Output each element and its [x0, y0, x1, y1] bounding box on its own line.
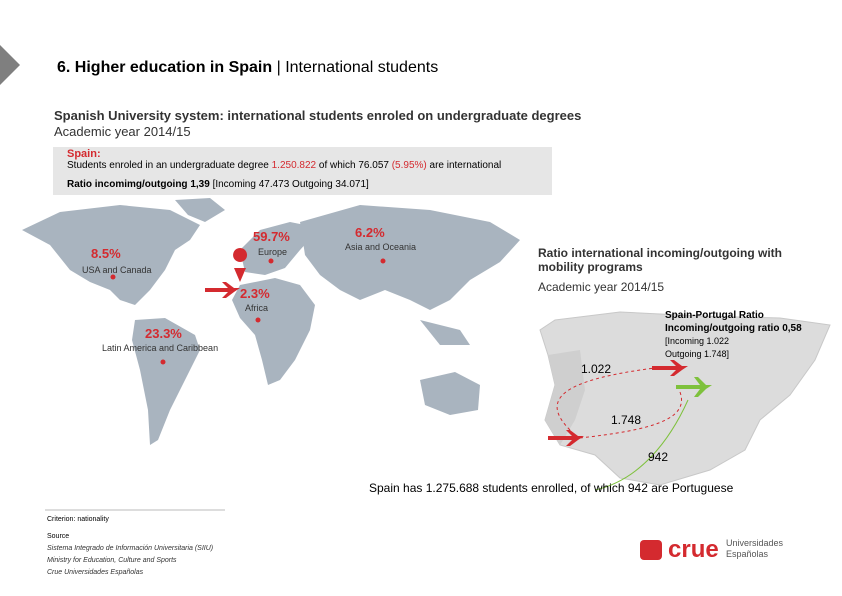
plane [676, 377, 712, 397]
logo-mark [640, 540, 662, 560]
region-share: 6.2% [355, 225, 385, 240]
flow-label: 1.748 [611, 413, 642, 427]
flow-students [594, 399, 689, 491]
header: 6. Higher education in Spain | Internati… [57, 59, 438, 77]
text: [Incoming 47.473 Outgoing 34.071] [212, 179, 369, 190]
plane [205, 282, 240, 298]
region-share: 59.7% [253, 229, 290, 244]
summary-line: Ratio incomimg/outgoing 1,39 [Incoming 4… [67, 179, 369, 190]
mobility-title: Ratio international incoming/outgoing wi… [538, 246, 782, 274]
region-name: Asia and Oceania [345, 242, 417, 252]
subtitle-year: Academic year 2014/15 [54, 124, 191, 139]
flow-out [579, 391, 682, 439]
criterion: Criterion: nationality [47, 516, 109, 523]
region-share: 8.5% [91, 246, 121, 261]
region-share: 2.3% [240, 286, 270, 301]
logo-text: Españolas [726, 549, 769, 559]
source: Ministry for Education, Culture and Spor… [47, 557, 177, 564]
portugal-ratio: Incoming/outgoing ratio 0,58 [665, 323, 802, 334]
flow-in [556, 367, 656, 431]
region-name: Africa [245, 303, 269, 313]
world-map [22, 198, 520, 445]
mobility-year: Academic year 2014/15 [538, 280, 665, 294]
flow-label: 942 [648, 450, 669, 464]
logo-text: Universidades [726, 538, 784, 548]
portugal [545, 350, 585, 445]
text: 1.250.822 [271, 160, 317, 171]
region-name: USA and Canada [82, 265, 152, 275]
logo-name: crue [668, 536, 719, 563]
plane [548, 430, 584, 446]
text: are international [426, 160, 502, 171]
source: Sistema Integrado de Información Univers… [47, 545, 214, 552]
text: Students enroled in an undergraduate deg… [67, 160, 272, 171]
flow-label: 1.022 [581, 362, 612, 376]
text: Ratio incomimg/outgoing 1,39 [67, 179, 213, 190]
region-name: Latin America and Caribbean [102, 343, 219, 353]
source-label: Source [47, 533, 70, 540]
text: of which 76.057 [316, 160, 392, 171]
portugal-outgoing: Outgoing 1.748] [665, 349, 730, 359]
region-dots [110, 258, 386, 365]
summary-box [53, 147, 552, 195]
region-share: 23.3% [145, 326, 182, 341]
summary-line: Students enroled in an undergraduate deg… [67, 160, 501, 171]
chevron [0, 45, 20, 85]
portugal-title: Spain-Portugal Ratio [665, 310, 764, 321]
caption: Spain has 1.275.688 students enrolled, o… [369, 481, 734, 495]
source: Crue Universidades Españolas [47, 569, 144, 576]
subtitle: Spanish University system: international… [54, 108, 582, 123]
pin [233, 248, 248, 282]
text: (5.95%) [391, 160, 427, 171]
title: 6. Higher education in Spain [57, 59, 273, 76]
section: | International students [276, 59, 439, 76]
portugal-incoming: [Incoming 1.022 [665, 336, 730, 346]
plane [652, 360, 688, 376]
summary-label: Spain: [67, 148, 101, 160]
region-name: Europe [258, 247, 288, 257]
